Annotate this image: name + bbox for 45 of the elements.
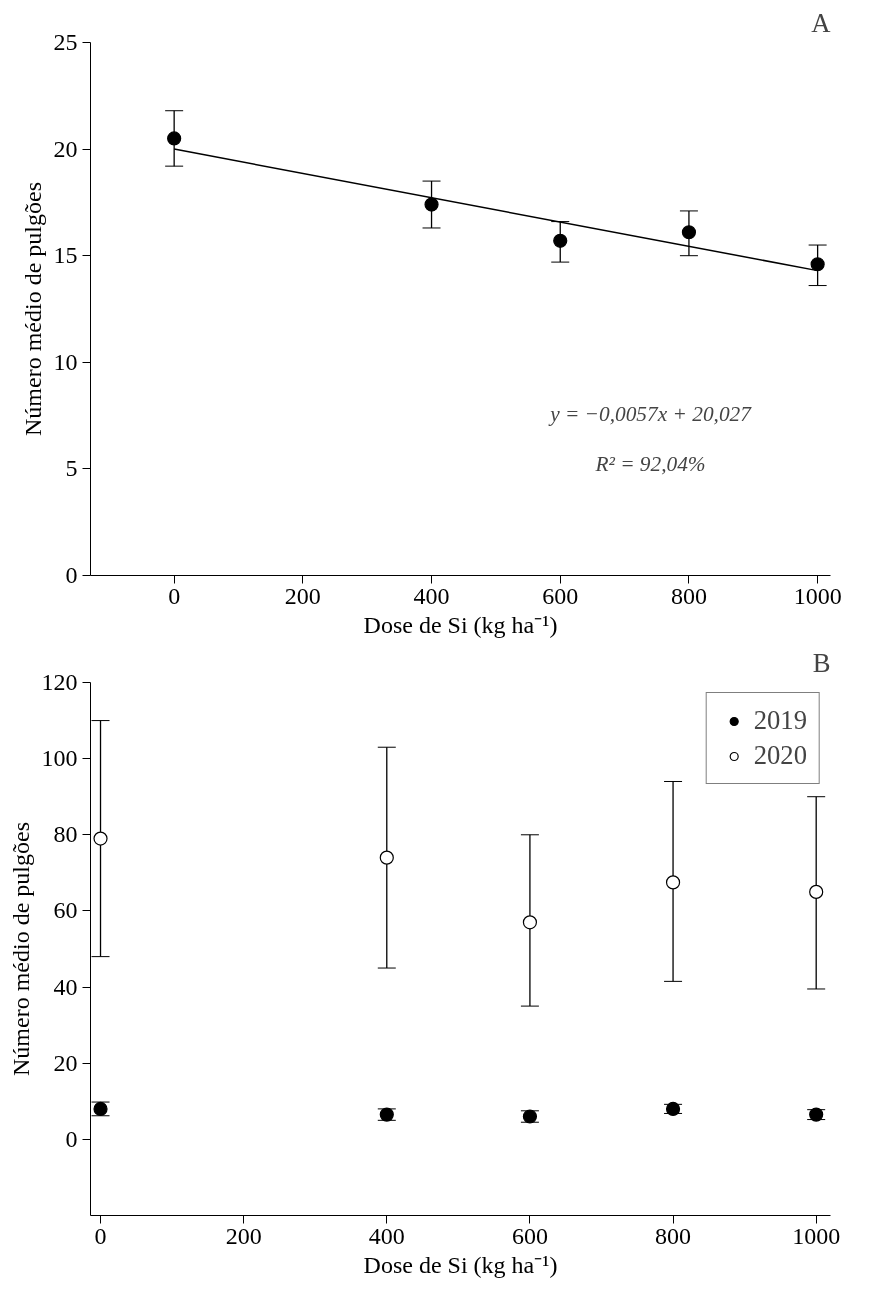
- x-tick-label: 800: [655, 1222, 692, 1249]
- point: [665, 875, 681, 890]
- point: [93, 831, 108, 846]
- y-tick-label: 120: [41, 669, 78, 695]
- x-tick-label: 0: [94, 1222, 107, 1249]
- x-tick-label: 400: [413, 582, 450, 609]
- point: [522, 915, 538, 930]
- y-tick-label: 20: [53, 135, 78, 162]
- x-tick-label: 800: [670, 582, 707, 609]
- y-axis-title: Número médio de pulgões: [7, 822, 34, 1076]
- chart-title: A: [811, 7, 832, 38]
- point: [810, 257, 825, 272]
- point: [424, 197, 439, 212]
- x-tick-label: 1000: [792, 1222, 841, 1249]
- y-tick-label: 15: [53, 242, 78, 269]
- x-tick-label: 600: [511, 1222, 548, 1249]
- y-tick-label: 0: [65, 1125, 78, 1152]
- annotation: y = −0,0057x + 20,027: [548, 401, 753, 426]
- y-tick-label: 0: [65, 562, 78, 588]
- legend-label: 2020: [753, 740, 807, 771]
- point: [809, 884, 824, 899]
- x-tick-label: 400: [368, 1222, 405, 1249]
- point: [681, 225, 697, 240]
- y-tick-label: 20: [53, 1049, 78, 1076]
- y-tick-label: 10: [53, 348, 78, 375]
- x-tick-label: 0: [168, 582, 181, 609]
- point: [553, 233, 568, 248]
- chart-title: B: [812, 647, 831, 678]
- y-tick-label: 60: [53, 897, 78, 924]
- y-tick-label: 80: [53, 821, 78, 848]
- x-tick-label: 200: [284, 582, 321, 609]
- point: [379, 850, 394, 865]
- y-axis-title: Número médio de pulgões: [19, 182, 46, 436]
- x-axis-title: Dose de Si (kg ha⁻¹): [363, 611, 558, 638]
- x-tick-label: 1000: [793, 582, 842, 609]
- annotation: R² = 92,04%: [594, 451, 706, 476]
- y-tick-label: 5: [65, 455, 78, 482]
- x-tick-label: 200: [225, 1222, 262, 1249]
- y-tick-label: 100: [41, 745, 78, 772]
- point: [167, 131, 182, 146]
- x-tick-label: 600: [542, 582, 579, 609]
- y-tick-label: 25: [53, 29, 78, 55]
- x-axis-title: Dose de Si (kg ha⁻¹): [363, 1251, 558, 1278]
- legend-label: 2019: [753, 705, 807, 736]
- y-tick-label: 40: [53, 973, 78, 1000]
